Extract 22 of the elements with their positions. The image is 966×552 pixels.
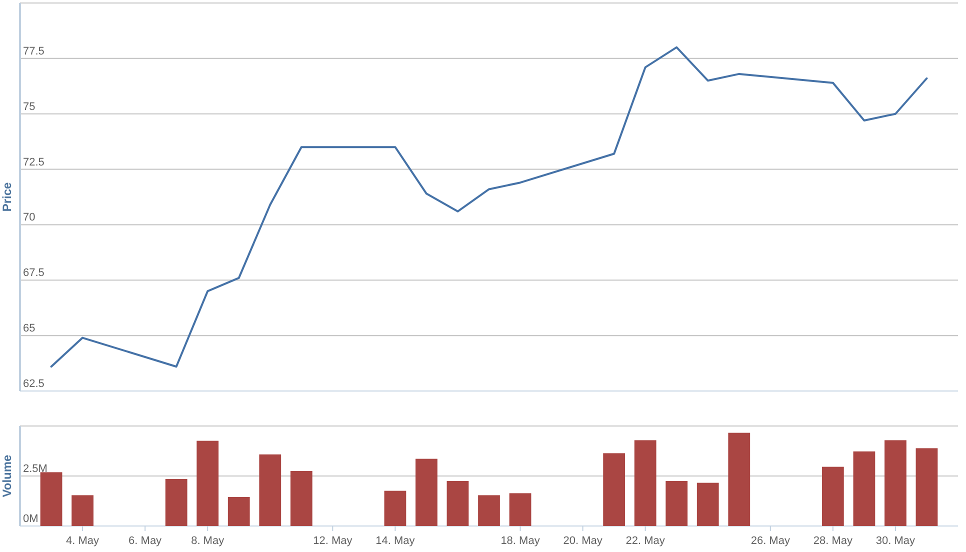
y-tick-label: 62.5: [23, 378, 44, 390]
y-tick-label: 0M: [23, 513, 38, 525]
x-tick-label: 20. May: [563, 535, 603, 547]
y-tick-label: 67.5: [23, 267, 44, 280]
x-tick-label: 30. May: [876, 535, 916, 547]
y-axis-title: Volume: [0, 454, 14, 498]
x-tick-label: 26. May: [750, 535, 790, 547]
x-tick-label: 4. May: [66, 535, 100, 547]
y-axis-title: Price: [0, 182, 14, 212]
x-tick-label: 12. May: [313, 535, 353, 547]
x-tick-label: 8. May: [191, 535, 225, 547]
x-tick-label: 6. May: [128, 535, 162, 547]
x-tick-label: 18. May: [500, 535, 540, 547]
x-tick-label: 28. May: [813, 535, 853, 547]
y-tick-label: 65: [23, 322, 36, 335]
y-tick-label: 75: [23, 100, 36, 113]
y-tick-label: 2.5M: [23, 463, 48, 475]
x-tick-label: 22. May: [626, 535, 666, 547]
x-tick-label: 14. May: [376, 535, 416, 547]
y-tick-label: 72.5: [23, 156, 44, 168]
y-tick-label: 70: [23, 212, 36, 224]
y-tick-label: 77.5: [23, 45, 44, 58]
